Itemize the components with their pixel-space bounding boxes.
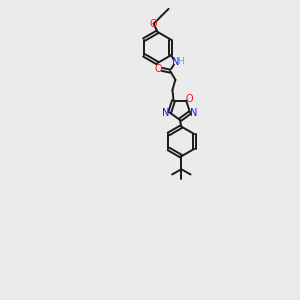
Text: N: N	[162, 107, 170, 118]
Text: N: N	[190, 107, 197, 118]
Text: H: H	[177, 57, 184, 66]
Text: O: O	[154, 64, 162, 74]
Text: N: N	[172, 57, 179, 67]
Text: O: O	[186, 94, 193, 104]
Text: O: O	[150, 19, 158, 29]
